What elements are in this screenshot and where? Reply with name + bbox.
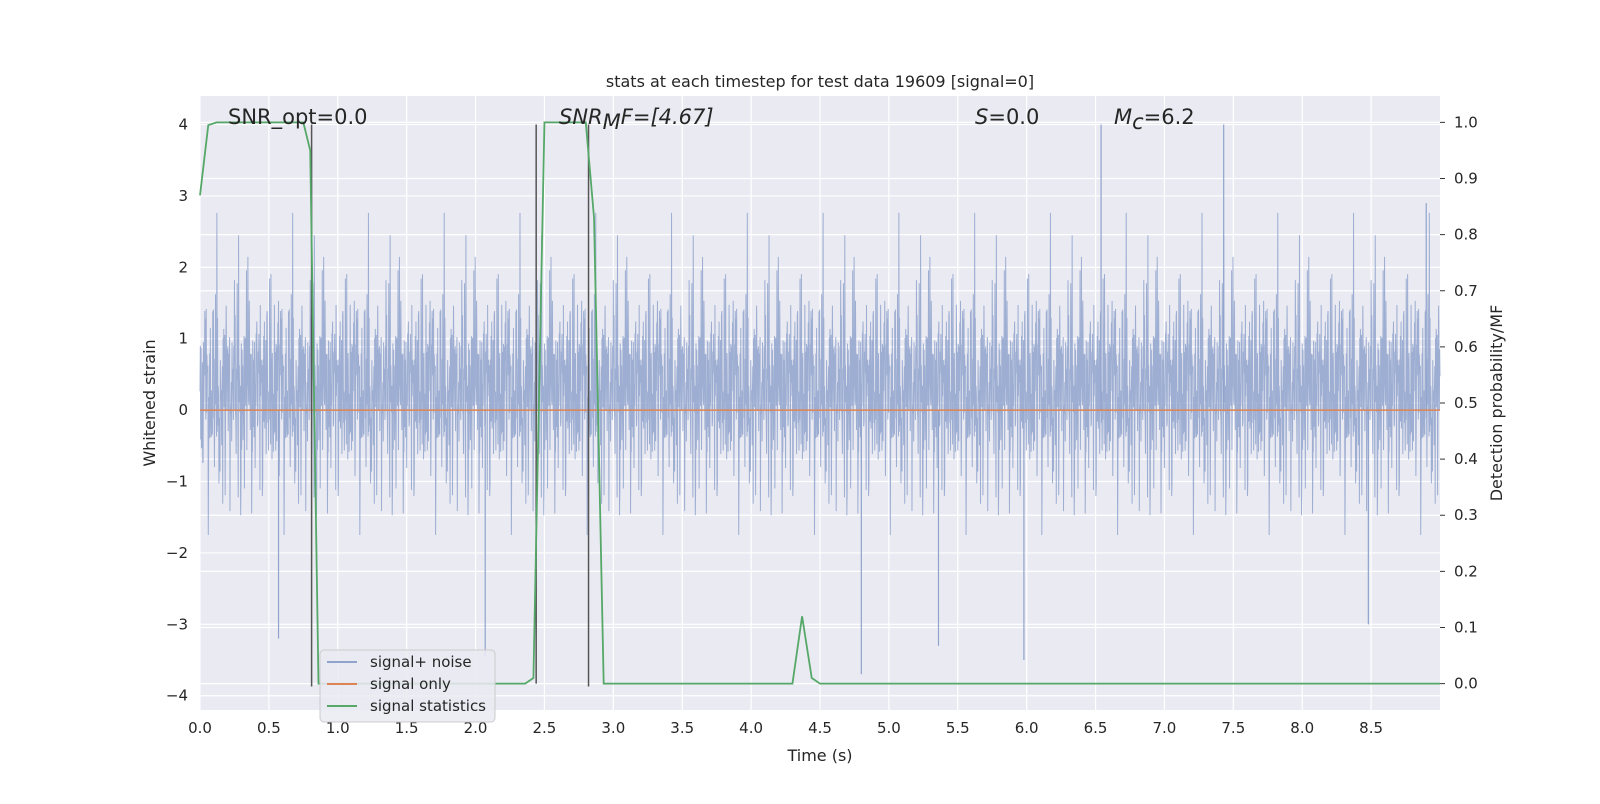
annotation-mc-rest: =6.2 xyxy=(1144,105,1195,129)
y-axis-label-left: Whitened strain xyxy=(140,339,159,466)
annotation-mc-main: M xyxy=(1114,105,1132,129)
y-right-tick-label: 0.1 xyxy=(1454,618,1478,636)
annotation-snr-mf-sub: M xyxy=(603,110,621,134)
y-left-tick-label: −3 xyxy=(166,615,188,633)
signal-noise-line xyxy=(199,212,1441,535)
y-left-tick-label: 0 xyxy=(178,401,188,419)
legend-label-signal-noise: signal+ noise xyxy=(370,653,472,671)
y-right-tick-label: 1.0 xyxy=(1454,113,1478,131)
y-left-tick-label: −4 xyxy=(166,687,188,705)
annotation-s: S=0.0 xyxy=(975,105,1039,129)
y-left-tick-label: −1 xyxy=(166,473,188,491)
x-tick-label: 4.5 xyxy=(808,719,832,737)
annotation-mc: Mc=6.2 xyxy=(1114,105,1195,134)
x-tick-label: 1.5 xyxy=(395,719,419,737)
legend-box xyxy=(319,649,496,723)
y-right-tick-label: 0.3 xyxy=(1454,506,1478,524)
annotation-s-main: S xyxy=(975,105,988,129)
y-right-tick-label: 0.9 xyxy=(1454,170,1478,188)
axis-ticks: 0.0 0.5 1.0 1.5 2.0 2.5 3.0 3.5 4.0 4.5 5.0 5.5 6.0 6… xyxy=(166,113,1478,737)
x-tick-label: 8.0 xyxy=(1290,719,1314,737)
annotation-snr-mf: SNRMF=[4.67] xyxy=(559,105,714,134)
signal-noise-series xyxy=(199,124,1441,675)
annotation-snr-mf-main: SNR xyxy=(559,105,603,129)
legend: signal+ noise signal only signal statist… xyxy=(319,649,496,723)
y-axis-label-right: Detection probability/MF xyxy=(1487,305,1506,502)
y-left-tick-label: 1 xyxy=(178,330,188,348)
x-tick-label: 0.5 xyxy=(257,719,281,737)
x-tick-label: 5.5 xyxy=(946,719,970,737)
annotation-mc-sub: c xyxy=(1132,110,1144,134)
y-right-tick-label: 0.8 xyxy=(1454,226,1478,244)
x-tick-label: 7.0 xyxy=(1153,719,1177,737)
x-tick-label: 3.5 xyxy=(670,719,694,737)
y-right-tick-label: 0.2 xyxy=(1454,562,1478,580)
y-right-tick-label: 0.0 xyxy=(1454,675,1478,693)
y-right-tick-label: 0.6 xyxy=(1454,338,1478,356)
y-left-tick-label: −2 xyxy=(166,544,188,562)
legend-label-signal-statistics: signal statistics xyxy=(370,697,486,715)
x-tick-label: 7.5 xyxy=(1221,719,1245,737)
x-axis-label: Time (s) xyxy=(786,746,852,765)
x-tick-label: 6.5 xyxy=(1084,719,1108,737)
y-right-tick-label: 0.7 xyxy=(1454,282,1478,300)
y-right-tick-label: 0.4 xyxy=(1454,450,1478,468)
annotations: SNR_opt=0.0 SNRMF=[4.67] S=0.0 Mc=6.2 xyxy=(228,105,1195,134)
x-tick-label: 2.5 xyxy=(533,719,557,737)
chart-title: stats at each timestep for test data 196… xyxy=(606,72,1034,91)
y-left-tick-label: 2 xyxy=(178,258,188,276)
x-tick-label: 3.0 xyxy=(601,719,625,737)
annotation-snr-opt: SNR_opt=0.0 xyxy=(228,105,368,130)
annotation-snr-mf-rest: F=[4.67] xyxy=(621,105,714,129)
line-series xyxy=(199,121,1440,687)
y-right-tick-label: 0.5 xyxy=(1454,394,1478,412)
legend-label-signal-only: signal only xyxy=(370,675,451,693)
y-left-tick-label: 4 xyxy=(178,116,188,134)
x-tick-label: 8.5 xyxy=(1359,719,1383,737)
signal-statistics-line xyxy=(199,121,1440,685)
x-tick-label: 2.0 xyxy=(464,719,488,737)
x-tick-label: 0.0 xyxy=(188,719,212,737)
x-tick-label: 5.0 xyxy=(877,719,901,737)
x-tick-label: 6.0 xyxy=(1015,719,1039,737)
x-tick-label: 1.0 xyxy=(326,719,350,737)
annotation-s-rest: =0.0 xyxy=(988,105,1039,129)
y-left-tick-label: 3 xyxy=(178,187,188,205)
x-tick-label: 4.0 xyxy=(739,719,763,737)
